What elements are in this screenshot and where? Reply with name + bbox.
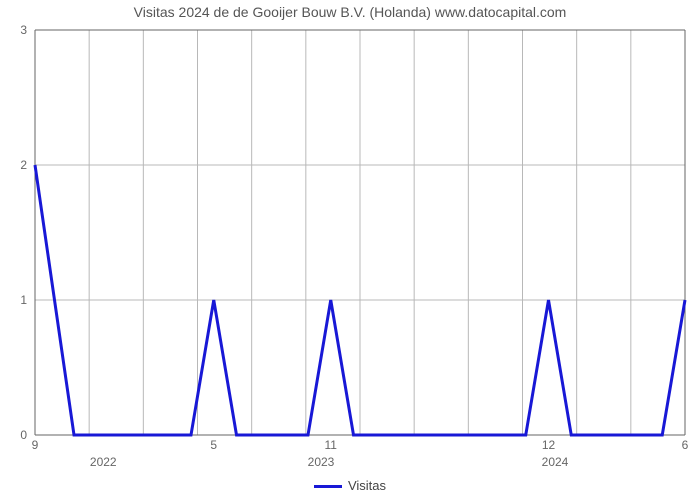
chart-container: Visitas 2024 de de Gooijer Bouw B.V. (Ho… xyxy=(0,0,700,500)
x-tick-year: 2022 xyxy=(73,455,133,469)
x-tick-value: 5 xyxy=(194,438,234,452)
y-tick-label: 1 xyxy=(0,293,27,307)
plot-svg xyxy=(35,30,685,435)
x-tick-value: 11 xyxy=(311,438,351,452)
x-tick-value: 9 xyxy=(15,438,55,452)
x-tick-year: 2023 xyxy=(291,455,351,469)
legend: Visitas xyxy=(0,478,700,493)
legend-label: Visitas xyxy=(348,478,386,493)
x-tick-value: 6 xyxy=(665,438,700,452)
y-tick-label: 3 xyxy=(0,23,27,37)
chart-title: Visitas 2024 de de Gooijer Bouw B.V. (Ho… xyxy=(0,4,700,20)
x-tick-value: 12 xyxy=(529,438,569,452)
legend-swatch xyxy=(314,485,342,488)
x-tick-year: 2024 xyxy=(525,455,585,469)
y-tick-label: 2 xyxy=(0,158,27,172)
plot-area xyxy=(35,30,685,435)
